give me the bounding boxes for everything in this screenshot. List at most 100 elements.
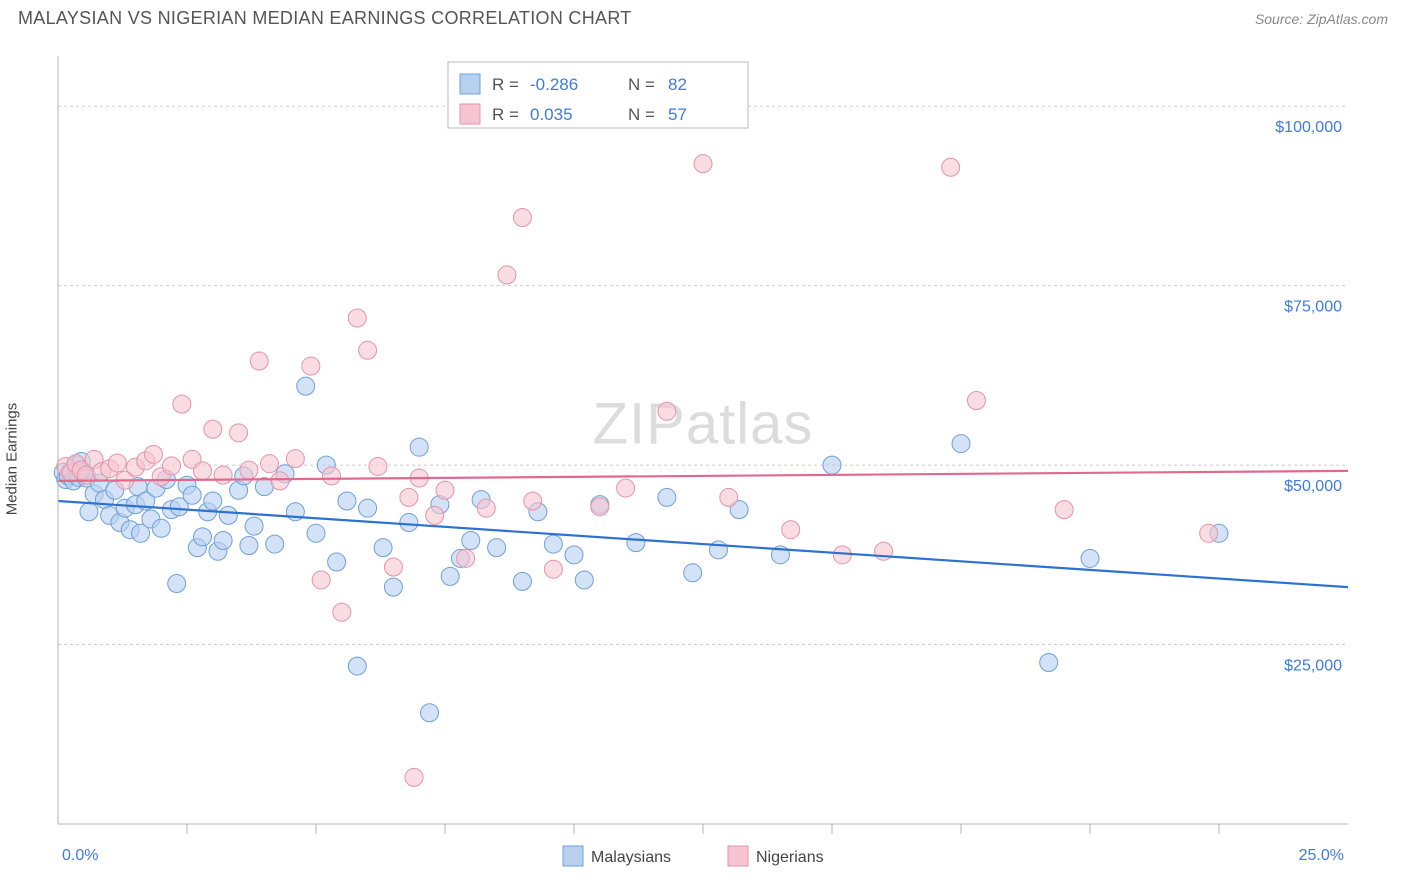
scatter-point: [144, 445, 162, 463]
scatter-point: [261, 455, 279, 473]
scatter-point: [193, 528, 211, 546]
scatter-point: [823, 456, 841, 474]
scatter-point: [436, 481, 454, 499]
source-prefix: Source:: [1255, 11, 1307, 27]
scatter-point: [183, 486, 201, 504]
r-label: R =: [492, 105, 519, 124]
source-name: ZipAtlas.com: [1307, 11, 1388, 27]
scatter-point: [498, 266, 516, 284]
scatter-point: [240, 461, 258, 479]
scatter-point: [658, 402, 676, 420]
scatter-chart: $25,000 $50,000 $75,000 $100,000 ZIPatlas 0.0…: [18, 44, 1388, 874]
n-label: N =: [628, 75, 655, 94]
scatter-point: [405, 768, 423, 786]
scatter-point: [488, 539, 506, 557]
scatter-point: [204, 492, 222, 510]
scatter-point: [297, 377, 315, 395]
chart-source: Source: ZipAtlas.com: [1255, 11, 1388, 27]
scatter-point: [333, 603, 351, 621]
scatter-point: [163, 457, 181, 475]
scatter-point: [952, 435, 970, 453]
scatter-point: [591, 498, 609, 516]
scatter-point: [286, 450, 304, 468]
scatter-point: [967, 392, 985, 410]
legend-label: Nigerians: [756, 849, 824, 866]
scatter-point: [544, 560, 562, 578]
scatter-point: [219, 506, 237, 524]
scatter-point: [250, 352, 268, 370]
y-tick-label: $25,000: [1284, 658, 1342, 675]
scatter-point: [214, 466, 232, 484]
scatter-point: [720, 488, 738, 506]
r-value: -0.286: [530, 75, 578, 94]
scatter-point: [513, 208, 531, 226]
scatter-point: [359, 341, 377, 359]
scatter-point: [374, 539, 392, 557]
scatter-point: [544, 535, 562, 553]
chart-header: MALAYSIAN VS NIGERIAN MEDIAN EARNINGS CO…: [0, 0, 1406, 35]
legend-label: Malaysians: [591, 849, 671, 866]
scatter-point: [421, 704, 439, 722]
scatter-point: [627, 534, 645, 552]
scatter-point: [400, 488, 418, 506]
r-value: 0.035: [530, 105, 573, 124]
scatter-point: [384, 578, 402, 596]
watermark: ZIPatlas: [593, 392, 814, 457]
scatter-point: [658, 488, 676, 506]
scatter-point: [565, 546, 583, 564]
scatter-point: [312, 571, 330, 589]
scatter-point: [152, 519, 170, 537]
scatter-point: [1040, 654, 1058, 672]
scatter-point: [338, 492, 356, 510]
scatter-point: [307, 524, 325, 542]
n-value: 82: [668, 75, 687, 94]
scatter-point: [302, 357, 320, 375]
legend-swatch: [460, 104, 480, 124]
scatter-point: [240, 537, 258, 555]
scatter-point: [1200, 524, 1218, 542]
scatter-point: [193, 462, 211, 480]
scatter-point: [245, 517, 263, 535]
x-max-label: 25.0%: [1299, 847, 1344, 864]
scatter-point: [348, 309, 366, 327]
scatter-point: [426, 506, 444, 524]
legend-swatch: [460, 74, 480, 94]
scatter-point: [173, 395, 191, 413]
scatter-point: [230, 424, 248, 442]
scatter-point: [328, 553, 346, 571]
scatter-point: [369, 458, 387, 476]
scatter-point: [271, 472, 289, 490]
scatter-point: [575, 571, 593, 589]
scatter-point: [214, 531, 232, 549]
y-tick-label: $75,000: [1284, 299, 1342, 316]
scatter-point: [266, 535, 284, 553]
y-tick-label: $50,000: [1284, 478, 1342, 495]
scatter-point: [108, 454, 126, 472]
scatter-point: [410, 438, 428, 456]
chart-title: MALAYSIAN VS NIGERIAN MEDIAN EARNINGS CO…: [18, 8, 632, 29]
scatter-point: [1055, 501, 1073, 519]
x-min-label: 0.0%: [62, 847, 98, 864]
scatter-point: [322, 467, 340, 485]
n-value: 57: [668, 105, 687, 124]
scatter-point: [400, 514, 418, 532]
scatter-point: [524, 492, 542, 510]
scatter-point: [80, 503, 98, 521]
y-axis-label: Median Earnings: [4, 403, 21, 516]
legend-swatch: [563, 846, 583, 866]
chart-area: Median Earnings $25,000$50,000$75,000$10…: [18, 44, 1388, 874]
scatter-point: [441, 567, 459, 585]
scatter-point: [684, 564, 702, 582]
scatter-point: [477, 499, 495, 517]
scatter-point: [617, 479, 635, 497]
scatter-point: [782, 521, 800, 539]
scatter-point: [348, 657, 366, 675]
scatter-point: [513, 572, 531, 590]
scatter-point: [457, 549, 475, 567]
r-label: R =: [492, 75, 519, 94]
legend-swatch: [728, 846, 748, 866]
y-tick-label: $100,000: [1275, 119, 1342, 136]
scatter-point: [694, 155, 712, 173]
scatter-point: [204, 420, 222, 438]
scatter-point: [709, 541, 727, 559]
